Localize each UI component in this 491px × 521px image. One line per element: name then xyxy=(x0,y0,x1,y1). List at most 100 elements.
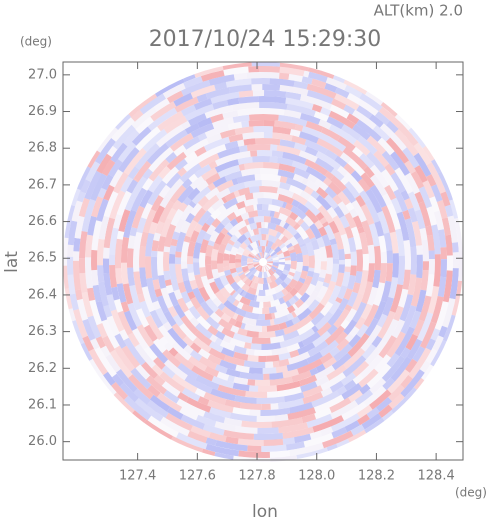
echo-cell xyxy=(285,202,294,211)
echo-cell xyxy=(404,172,420,195)
echo-cell xyxy=(247,445,262,452)
echo-cell xyxy=(257,253,262,259)
echo-cell xyxy=(268,270,273,276)
echo-cell xyxy=(294,433,312,444)
echo-cell xyxy=(147,180,167,206)
echo-cell xyxy=(268,204,281,213)
echo-cell xyxy=(405,358,418,373)
echo-cell xyxy=(293,302,310,317)
echo-cell xyxy=(384,163,396,176)
echo-cell xyxy=(158,325,176,346)
echo-cell xyxy=(183,153,207,172)
echo-cell xyxy=(307,299,320,312)
echo-cell xyxy=(381,318,399,344)
echo-cell xyxy=(209,407,231,419)
echo-cell xyxy=(205,187,220,201)
echo-cell xyxy=(109,169,124,188)
echo-cell xyxy=(166,172,182,189)
echo-cell xyxy=(246,143,271,152)
echo-cell xyxy=(415,289,427,313)
echo-cell xyxy=(323,273,332,284)
echo-cell xyxy=(321,234,331,247)
echo-cell xyxy=(180,315,199,335)
echo-cell xyxy=(224,170,243,182)
echo-cell xyxy=(224,283,235,294)
echo-cell xyxy=(236,233,248,244)
echo-cell xyxy=(262,251,264,258)
echo-cell xyxy=(179,163,202,183)
echo-cell xyxy=(247,263,254,266)
echo-cell xyxy=(131,187,148,212)
echo-cell xyxy=(194,164,212,179)
echo-cell xyxy=(289,211,299,221)
echo-cell xyxy=(274,283,285,294)
y-tick-label: 26.9 xyxy=(28,104,57,119)
echo-cell xyxy=(263,294,274,302)
echo-cell xyxy=(90,173,108,201)
echo-cell xyxy=(344,253,351,260)
echo-cell xyxy=(362,253,370,271)
echo-cell xyxy=(174,257,182,265)
echo-cell xyxy=(292,295,300,302)
echo-cell xyxy=(253,432,284,441)
echo-cell xyxy=(196,414,217,427)
echo-cell xyxy=(310,190,320,200)
echo-cell xyxy=(320,126,341,142)
echo-cell xyxy=(445,234,453,256)
echo-cell xyxy=(291,199,301,208)
echo-cell xyxy=(386,353,400,368)
echo-cell xyxy=(205,316,220,330)
echo-cell xyxy=(209,281,220,295)
echo-cell xyxy=(308,255,316,269)
echo-cell xyxy=(195,322,213,340)
echo-cell xyxy=(221,233,232,246)
echo-cell xyxy=(150,101,177,122)
echo-cell xyxy=(220,129,236,139)
echo-cell xyxy=(340,152,352,164)
echo-cell xyxy=(200,70,225,82)
echo-cell xyxy=(220,347,235,358)
echo-cell xyxy=(143,346,158,361)
echo-cell xyxy=(327,308,344,327)
echo-cell xyxy=(251,84,263,91)
echo-cell xyxy=(267,247,272,254)
echo-cell xyxy=(151,250,158,258)
echo-cell xyxy=(172,231,180,241)
echo-cell xyxy=(103,305,113,318)
echo-cell xyxy=(352,282,361,294)
echo-cell xyxy=(229,263,236,270)
y-tick-label: 26.5 xyxy=(28,251,57,266)
echo-cell xyxy=(337,201,350,216)
echo-cell xyxy=(159,195,171,208)
echo-cell xyxy=(440,191,451,207)
echo-cell xyxy=(352,215,363,229)
echo-cell xyxy=(388,277,399,299)
echo-cell xyxy=(324,149,338,161)
echo-cell xyxy=(300,245,309,256)
echo-cell xyxy=(265,255,272,260)
echo-cell xyxy=(257,209,264,217)
echo-cell xyxy=(71,200,83,222)
echo-cell xyxy=(263,438,284,446)
echo-cell xyxy=(111,382,129,400)
echo-cell xyxy=(255,289,260,296)
echo-cell xyxy=(277,169,295,180)
echo-cell xyxy=(291,370,312,383)
echo-cell xyxy=(253,262,260,265)
echo-cell xyxy=(110,309,125,332)
echo-cell xyxy=(305,241,315,257)
echo-cell xyxy=(185,212,195,224)
echo-cell xyxy=(165,412,193,432)
echo-cell xyxy=(402,209,411,220)
echo-cell xyxy=(291,316,301,325)
echo-cell xyxy=(101,174,114,191)
echo-cell xyxy=(300,381,318,393)
echo-cell xyxy=(256,415,275,423)
echo-cell xyxy=(234,293,243,302)
echo-cell xyxy=(258,228,261,235)
echo-cell xyxy=(103,273,113,296)
echo-cell xyxy=(378,335,397,359)
echo-cell xyxy=(296,447,328,461)
echo-cell xyxy=(373,150,390,168)
echo-cell xyxy=(112,214,123,229)
